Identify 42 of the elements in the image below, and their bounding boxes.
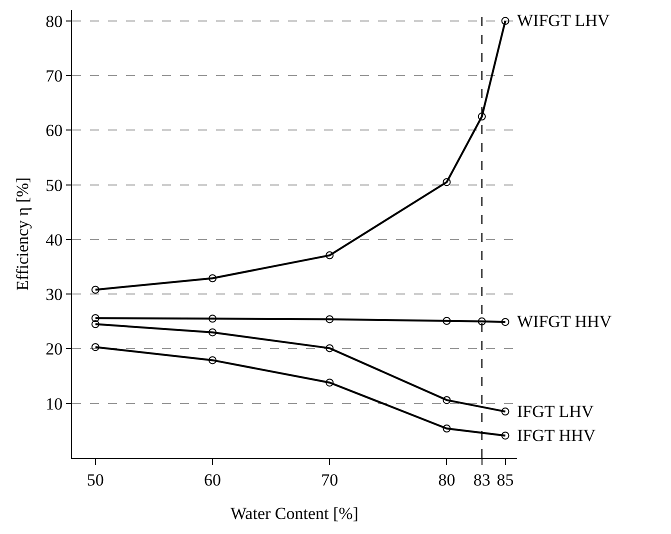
point — [501, 318, 510, 326]
series-label: IFGT LHV — [517, 402, 594, 421]
point — [478, 112, 486, 121]
x-tick-label: 60 — [204, 470, 222, 490]
point — [326, 315, 334, 324]
x-tick-label: 80 — [438, 470, 456, 490]
y-axis-title: Efficiency η [%] — [13, 177, 32, 291]
point — [208, 328, 217, 336]
x-tick-label: 70 — [321, 470, 338, 490]
x-tick-label: 50 — [86, 470, 104, 490]
point — [91, 286, 100, 294]
x-axis-title: Water Content [%] — [230, 504, 358, 523]
y-tick-label: 20 — [46, 340, 63, 359]
x-tick-label: 83 — [473, 470, 490, 490]
point — [442, 178, 451, 186]
point — [501, 408, 510, 416]
point — [91, 314, 100, 322]
point — [326, 378, 334, 387]
y-tick-label: 60 — [46, 121, 63, 140]
y-tick-label: 50 — [46, 176, 63, 195]
point — [442, 316, 451, 325]
point — [442, 424, 451, 432]
y-tick-label: 10 — [46, 394, 63, 414]
y-tick-label: 40 — [46, 230, 63, 250]
point — [478, 317, 486, 326]
point — [208, 314, 217, 323]
point — [501, 16, 510, 25]
point — [208, 274, 217, 282]
series-label: WIFGT LHV — [517, 11, 610, 30]
x-tick-label: 85 — [496, 470, 514, 490]
point — [442, 396, 451, 404]
point — [91, 343, 100, 352]
point — [326, 251, 334, 260]
series-label: WIFGT HHV — [517, 312, 612, 331]
y-tick-label: 80 — [46, 12, 63, 31]
y-tick-label: 30 — [46, 285, 63, 304]
point — [91, 320, 100, 328]
y-tick-label: 70 — [46, 66, 63, 86]
point — [501, 432, 510, 440]
series-label: IFGT HHV — [517, 426, 596, 445]
point — [326, 344, 334, 352]
point — [208, 356, 217, 364]
